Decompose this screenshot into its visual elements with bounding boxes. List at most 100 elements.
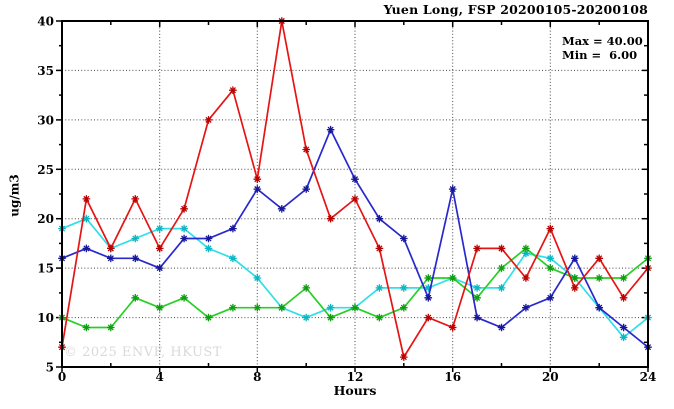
green-series-marker	[619, 274, 628, 282]
green-series-marker	[546, 264, 555, 272]
blue-series-marker	[497, 323, 506, 332]
green-series-marker	[326, 313, 335, 322]
blue-series-marker	[180, 234, 188, 243]
red-series-marker	[424, 313, 433, 322]
green-series-marker	[595, 274, 603, 282]
red-series-marker	[546, 224, 555, 233]
red-series-marker	[204, 116, 213, 124]
green-series-marker	[204, 313, 213, 322]
red-series-marker	[497, 244, 506, 253]
blue-series-marker	[619, 323, 628, 332]
x-tick-label: 0	[58, 370, 66, 384]
y-tick-label: 40	[37, 15, 54, 29]
blue-series-marker	[375, 214, 384, 223]
green-series-marker	[229, 303, 237, 312]
green-series-marker	[131, 294, 140, 302]
blue-series-marker	[131, 254, 140, 263]
blue-series-marker	[82, 244, 91, 253]
blue-series-marker	[229, 224, 237, 233]
x-tick-label: 12	[347, 370, 364, 384]
blue-series-marker	[571, 254, 579, 263]
y-tick-label: 15	[37, 262, 54, 276]
red-series-marker	[571, 284, 579, 292]
red-series-marker	[448, 323, 457, 332]
green-series-marker	[473, 294, 481, 302]
red-series-marker	[107, 244, 115, 253]
x-axis-label: Hours	[333, 383, 377, 398]
y-tick-label: 25	[37, 163, 54, 177]
blue-series-marker	[448, 185, 457, 193]
green-series-marker	[375, 313, 384, 322]
max-value-label: Max = 40.00	[562, 34, 643, 48]
blue-series-marker	[522, 303, 530, 312]
green-series-marker	[424, 274, 433, 282]
cyan-series-marker	[326, 303, 335, 312]
cyan-series-marker	[546, 254, 555, 263]
cyan-series-marker	[82, 214, 91, 223]
red-series-marker	[155, 244, 164, 253]
cyan-series-marker	[131, 234, 140, 243]
y-tick-label: 35	[37, 64, 54, 78]
y-tick-label: 10	[37, 311, 54, 325]
red-series-marker	[619, 294, 628, 302]
min-value-label: Min = 6.00	[562, 47, 638, 62]
red-series-marker	[229, 86, 237, 94]
stats-annotation: Max = 40.00 Min = 6.00	[562, 34, 643, 62]
blue-series-marker	[546, 294, 555, 302]
cyan-series-marker	[180, 224, 188, 233]
x-tick-label: 16	[444, 370, 461, 384]
cyan-series-marker	[155, 224, 164, 233]
watermark: © 2025 ENVF, HKUST	[64, 345, 222, 360]
green-series-marker	[82, 323, 91, 332]
green-series-marker	[155, 303, 164, 312]
blue-series-marker	[473, 313, 481, 322]
red-series-marker	[522, 274, 530, 282]
green-series-marker	[497, 264, 506, 272]
y-tick-label: 20	[37, 212, 54, 226]
red-series-marker	[400, 353, 408, 361]
red-series-marker	[375, 244, 384, 253]
cyan-series-marker	[497, 284, 506, 292]
blue-series-marker	[302, 185, 310, 193]
red-series-marker	[351, 195, 359, 203]
red-series-marker	[131, 195, 140, 203]
green-series-marker	[107, 323, 115, 332]
blue-series-marker	[204, 234, 213, 243]
cyan-series-marker	[204, 244, 213, 253]
green-series-marker	[180, 294, 188, 302]
red-series-marker	[473, 244, 481, 253]
green-series-marker	[400, 303, 408, 312]
y-tick-label: 5	[46, 361, 54, 375]
green-series-marker	[253, 303, 262, 312]
blue-series-marker	[400, 234, 408, 243]
x-tick-label: 4	[156, 370, 164, 384]
red-series-marker	[82, 195, 91, 203]
red-series-marker	[326, 214, 335, 223]
y-tick-label: 30	[37, 113, 54, 127]
x-tick-label: 24	[640, 370, 657, 384]
green-series-marker	[351, 303, 359, 312]
blue-series-marker	[351, 175, 359, 183]
green-series-marker	[302, 284, 310, 292]
red-series-marker	[302, 145, 310, 154]
cyan-series-marker	[619, 333, 628, 342]
blue-series-marker	[277, 205, 286, 213]
blue-series-marker	[253, 185, 262, 193]
x-tick-label: 8	[253, 370, 261, 384]
plot-frame	[61, 20, 649, 368]
blue-series-marker	[155, 264, 164, 272]
cyan-series-marker	[302, 313, 310, 322]
cyan-series-marker	[400, 284, 408, 292]
red-series-marker	[253, 175, 262, 183]
y-axis-label: ug/m3	[7, 174, 22, 217]
chart-title: Yuen Long, FSP 20200105-20200108	[383, 2, 648, 17]
green-series-marker	[571, 274, 579, 282]
red-series-marker	[180, 205, 188, 213]
cyan-series-marker	[424, 284, 433, 292]
blue-series-marker	[326, 125, 335, 134]
cyan-series-marker	[522, 249, 530, 258]
green-series-marker	[277, 303, 286, 312]
cyan-series-marker	[473, 284, 481, 292]
x-tick-label: 20	[542, 370, 559, 384]
